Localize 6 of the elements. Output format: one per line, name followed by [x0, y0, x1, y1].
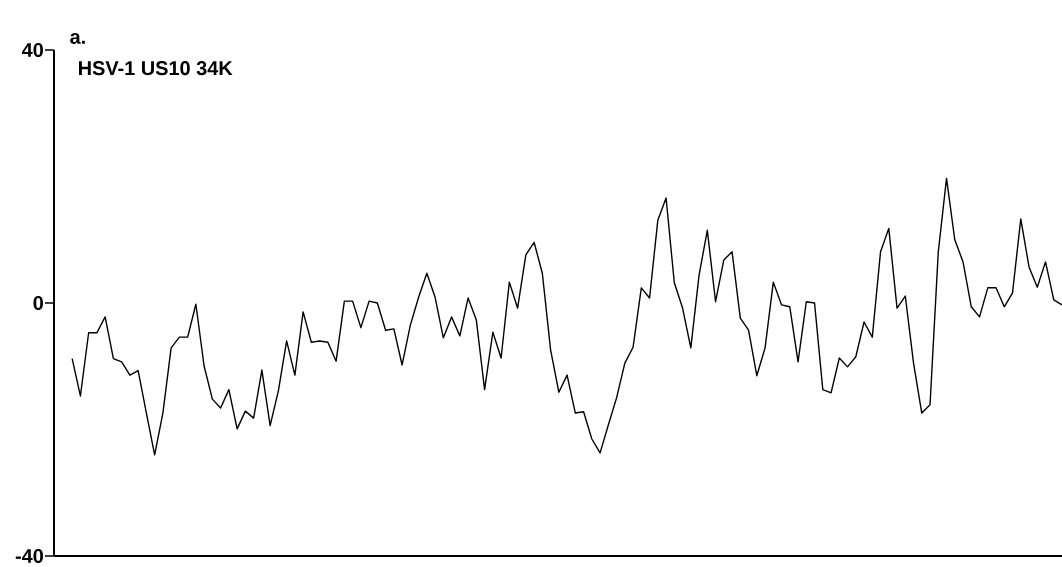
y-tick-label: 40	[21, 42, 43, 58]
y-tick-label: -40	[15, 548, 43, 564]
y-tick-label: 0	[33, 295, 43, 311]
annotation: HSV-1 US10 34K	[79, 61, 233, 76]
line-series	[71, 177, 1062, 456]
chart-title: a.	[70, 33, 85, 44]
